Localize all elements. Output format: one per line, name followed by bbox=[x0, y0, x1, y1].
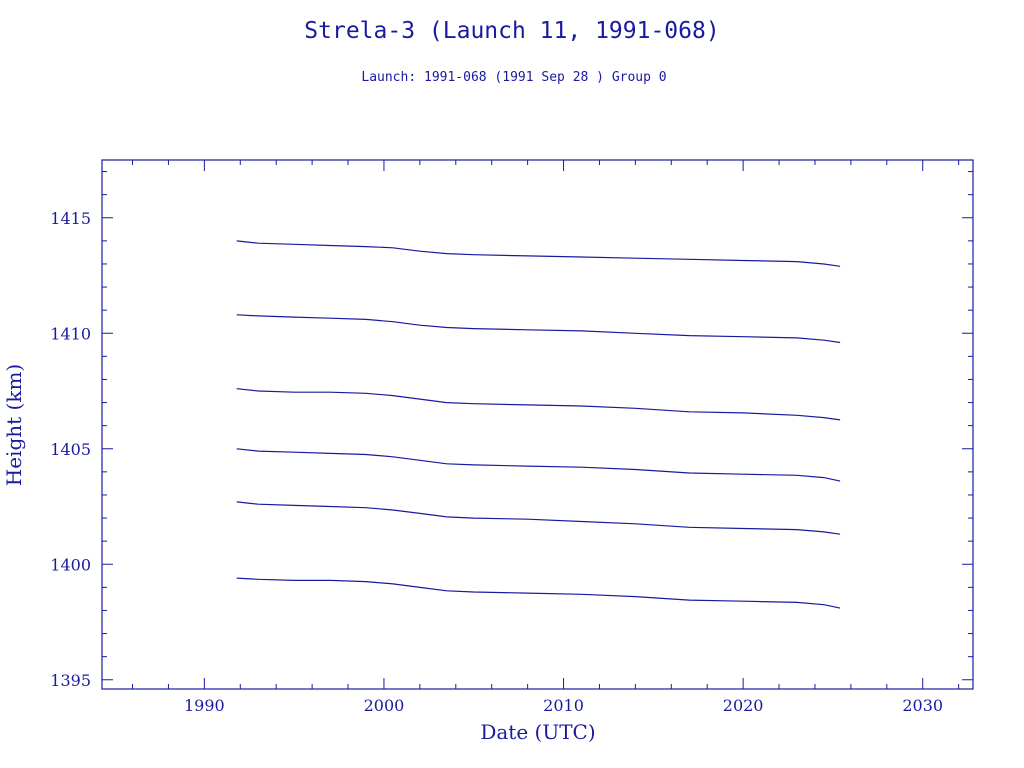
axis-ticks bbox=[102, 160, 973, 689]
series-line-4 bbox=[236, 448, 841, 482]
series-line-1 bbox=[236, 240, 841, 267]
x-axis-label: Date (UTC) bbox=[480, 720, 595, 744]
x-tick-label: 2030 bbox=[902, 696, 943, 715]
x-tick-label: 2010 bbox=[543, 696, 584, 715]
y-tick-label: 1405 bbox=[50, 440, 91, 459]
y-axis-label: Height (km) bbox=[2, 364, 26, 486]
series-line-2 bbox=[236, 314, 841, 344]
plot-frame bbox=[101, 159, 974, 690]
y-tick-label: 1415 bbox=[50, 209, 91, 228]
y-tick-label: 1400 bbox=[50, 555, 91, 574]
x-tick-label: 1990 bbox=[184, 696, 225, 715]
x-tick-label: 2000 bbox=[364, 696, 405, 715]
chart-subtitle: Launch: 1991-068 (1991 Sep 28 ) Group 0 bbox=[361, 70, 666, 85]
series-line-6 bbox=[236, 577, 841, 609]
y-tick-label: 1395 bbox=[50, 671, 91, 690]
chart-title: Strela-3 (Launch 11, 1991-068) bbox=[304, 18, 719, 44]
y-tick-label: 1410 bbox=[50, 324, 91, 343]
series-line-5 bbox=[236, 501, 841, 535]
series-group bbox=[236, 240, 841, 609]
axis-tick-labels: 1990 2000 2010 2020 2030 1395 1400 1405 1410 1415 bbox=[50, 209, 943, 715]
series-line-3 bbox=[236, 388, 841, 421]
x-tick-label: 2020 bbox=[723, 696, 764, 715]
